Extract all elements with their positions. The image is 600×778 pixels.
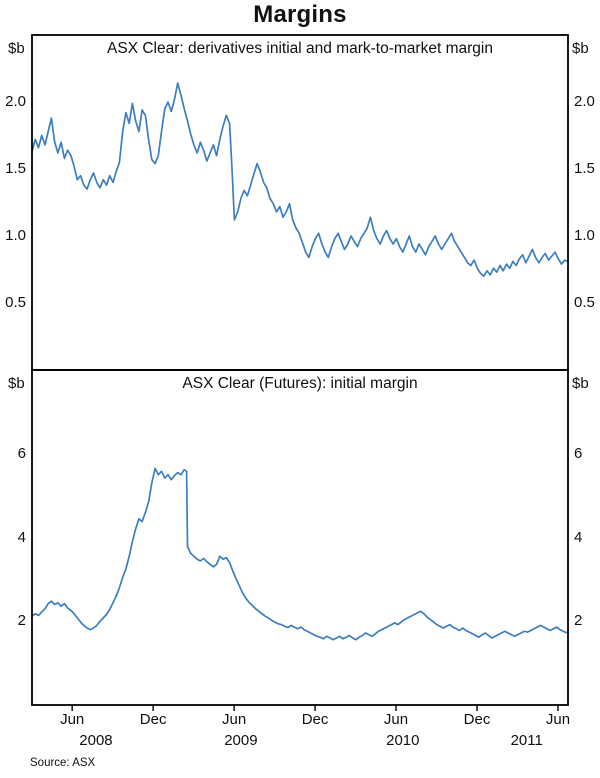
y-tick-label-left: 2 bbox=[17, 612, 26, 630]
data-line-top bbox=[31, 82, 569, 278]
x-month-label: Jun bbox=[221, 711, 247, 728]
panel1-subtitle: ASX Clear: derivatives initial and mark-… bbox=[107, 40, 493, 57]
source-note: Source: ASX bbox=[30, 757, 96, 769]
chart-title: Margins bbox=[253, 1, 347, 28]
x-year-label: 2010 bbox=[386, 732, 420, 749]
y-tick-label-left: 6 bbox=[17, 444, 26, 462]
x-year-label: 2008 bbox=[79, 732, 113, 749]
y-tick-label-left: 2.0 bbox=[5, 93, 26, 110]
x-month-label: Jun bbox=[545, 711, 571, 728]
x-month-label: Dec bbox=[139, 711, 167, 728]
panel-border-bottom bbox=[31, 369, 569, 706]
panel-border-top bbox=[31, 34, 569, 371]
x-year-label: 2009 bbox=[224, 732, 258, 749]
y-tick-label-left: 1.0 bbox=[5, 227, 26, 244]
panel1-unit-right: $b bbox=[572, 40, 589, 57]
y-tick-label-right: 2.0 bbox=[574, 93, 595, 110]
x-year-label: 2011 bbox=[510, 732, 543, 749]
x-month-label: Dec bbox=[301, 711, 329, 728]
data-line-bottom bbox=[31, 467, 568, 641]
x-month-label: Dec bbox=[463, 711, 491, 728]
x-month-label: Jun bbox=[60, 711, 85, 728]
y-tick-label-right: 1.5 bbox=[574, 160, 595, 177]
panel2-subtitle: ASX Clear (Futures): initial margin bbox=[182, 375, 418, 392]
panel2-unit-right: $b bbox=[572, 375, 589, 392]
x-month-label: Jun bbox=[383, 711, 409, 728]
y-tick-label-right: 0.5 bbox=[574, 294, 595, 311]
y-tick-label-right: 1.0 bbox=[574, 227, 595, 244]
y-tick-label-right: 2 bbox=[574, 612, 583, 630]
y-tick-label-right: 6 bbox=[574, 444, 583, 462]
y-tick-label-left: 1.5 bbox=[5, 160, 26, 177]
y-tick-label-right: 4 bbox=[574, 528, 583, 546]
panel2-unit-left: $b bbox=[8, 375, 25, 392]
panel1-unit-left: $b bbox=[8, 40, 25, 57]
y-tick-label-left: 0.5 bbox=[5, 294, 26, 311]
y-tick-label-left: 4 bbox=[17, 528, 26, 546]
